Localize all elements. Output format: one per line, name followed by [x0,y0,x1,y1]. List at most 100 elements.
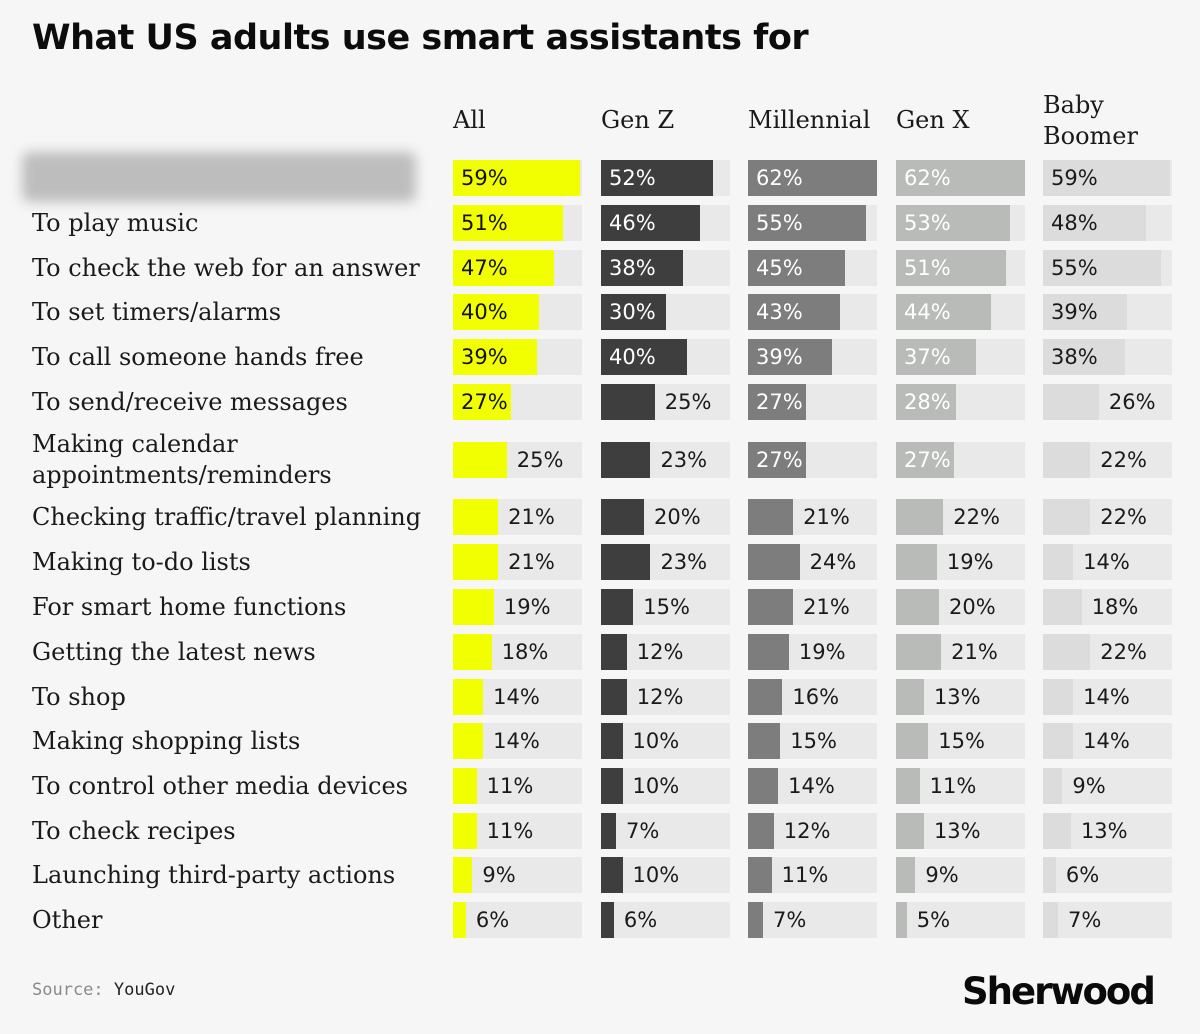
bar [1043,339,1125,375]
bar [1043,768,1063,804]
bar [453,294,539,330]
bar [453,723,484,759]
data-label: 6% [475,908,510,932]
bar-track: 19% [453,589,582,625]
data-label: 9% [482,863,516,887]
bar [1043,813,1071,849]
data-label: 47% [461,256,508,280]
bar [601,723,623,759]
data-label: 6% [623,908,658,932]
bar-track: 51% [453,205,582,241]
bar-track: 7% [601,813,730,849]
bar [896,768,920,804]
row-label: Checking traffic/travel planning [32,503,422,531]
data-label: 18% [501,640,549,664]
bar-track: 12% [748,813,877,849]
data-label: 55% [756,211,803,235]
bar [601,250,683,286]
data-label: 30% [609,300,656,324]
bar-track: 7% [1043,902,1172,938]
data-label: 51% [904,256,951,280]
bar [601,857,623,893]
bar [748,160,877,196]
data-label: 23% [660,448,708,472]
data-label: 48% [1051,211,1098,235]
bar [453,544,499,580]
bar [601,294,666,330]
data-label: 21% [803,505,850,529]
data-label: 51% [461,211,508,235]
bar-track: 20% [896,589,1025,625]
bar-track: 14% [1043,723,1172,759]
bar [601,544,651,580]
bar-track: 51% [896,250,1025,286]
bar-track: 44% [896,294,1025,330]
row-label: To play music [32,209,199,237]
bar-track: 22% [1043,499,1172,535]
data-label: 12% [636,685,684,709]
data-label: 40% [609,345,656,369]
bar [748,205,867,241]
bar-track: 9% [896,857,1025,893]
data-label: 14% [1083,685,1130,709]
data-label: 10% [632,729,680,753]
row-label: Making shopping lists [32,727,301,755]
bar-track: 59% [1043,160,1172,196]
bar [748,384,807,420]
bar [896,544,937,580]
data-label: 25% [664,390,712,414]
data-label: 7% [626,819,660,843]
data-label: 14% [1083,729,1130,753]
bar [453,442,507,478]
bar-track: 14% [1043,544,1172,580]
bar [748,339,832,375]
bar-track: 13% [1043,813,1172,849]
bar-track: 27% [896,442,1025,478]
data-label: 44% [904,300,951,324]
bar-track: 12% [601,634,730,670]
bar [1043,902,1059,938]
bar-track: 6% [1043,857,1172,893]
row-label: To set timers/alarms [32,298,282,326]
bar [748,813,774,849]
row-label: To check the web for an answer [32,254,420,282]
bar-track: 5% [896,902,1025,938]
data-label: 9% [1072,774,1106,798]
row-label-blurred [22,152,416,202]
data-label: 40% [461,300,508,324]
data-label: 27% [904,448,951,472]
bar-track: 46% [601,205,730,241]
row-label: Making to-do lists [32,548,251,576]
bar [601,205,700,241]
data-label: 15% [790,729,837,753]
bar [601,339,687,375]
bar-track: 11% [896,768,1025,804]
data-label: 38% [609,256,656,280]
bar [748,679,783,715]
bar-track: 62% [896,160,1025,196]
bar-track: 26% [1043,384,1172,420]
bar [748,499,794,535]
bar-track: 11% [453,813,582,849]
bar [601,384,655,420]
data-label: 12% [783,819,831,843]
data-label: 21% [951,640,998,664]
data-label: 21% [508,505,555,529]
bar-track: 15% [601,589,730,625]
row-label: Other [32,906,103,934]
data-label: 53% [904,211,951,235]
data-label: 7% [773,908,807,932]
bar [1043,250,1162,286]
data-label: 22% [953,505,1000,529]
data-label: 13% [1080,819,1128,843]
column-header-gen-z: Gen Z [601,106,675,134]
bar-track: 15% [748,723,877,759]
bar-track: 43% [748,294,877,330]
bar-track: 6% [453,902,582,938]
bar [1043,294,1127,330]
data-label: 15% [643,595,690,619]
data-label: 27% [756,448,803,472]
bar-track: 21% [453,544,582,580]
column-header-baby-boomer: Baby Boomer [1043,91,1138,150]
bar [896,634,942,670]
